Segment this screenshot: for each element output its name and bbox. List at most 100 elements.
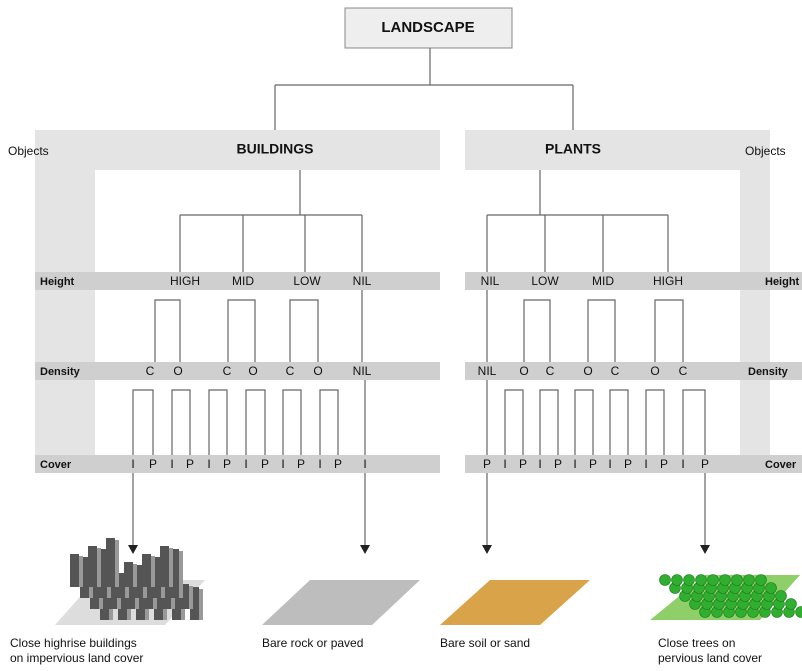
tree <box>731 574 743 586</box>
row-item: I <box>131 457 134 471</box>
building <box>142 554 151 587</box>
building <box>124 562 133 587</box>
row-item: I <box>170 457 173 471</box>
building <box>134 565 143 598</box>
building <box>118 587 127 620</box>
row-item: O <box>583 364 592 378</box>
objects-label: Objects <box>8 144 49 158</box>
caption: on impervious land cover <box>10 651 143 665</box>
row-item: I <box>207 457 210 471</box>
row-item: P <box>660 457 668 471</box>
row-item: P <box>589 457 597 471</box>
tree <box>659 574 671 586</box>
building <box>126 576 135 609</box>
row-item: P <box>261 457 269 471</box>
building-side <box>189 586 193 609</box>
tree <box>707 574 719 586</box>
row-marks: HIGH MID LOW NIL NIL LOW MID HIGH C O C O C O NIL NIL O C… <box>131 274 709 471</box>
row-item: I <box>281 457 284 471</box>
building-side <box>133 564 137 587</box>
row-item: NIL <box>353 274 372 288</box>
row-item: MID <box>592 274 614 288</box>
row-item: LOW <box>531 274 559 288</box>
row-item: I <box>608 457 611 471</box>
row-label: Density <box>748 366 789 378</box>
building <box>152 557 161 598</box>
header: BUILDINGS <box>237 141 314 157</box>
row-item: I <box>573 457 576 471</box>
row-item: C <box>611 364 620 378</box>
row-label: Cover <box>40 459 72 471</box>
connector <box>274 48 574 130</box>
row-item: I <box>681 457 684 471</box>
row-item: NIL <box>481 274 500 288</box>
soil-illustration <box>440 580 590 625</box>
row-item: C <box>546 364 555 378</box>
row-item: O <box>173 364 182 378</box>
caption: Close highrise buildings <box>10 636 137 650</box>
building <box>88 546 97 587</box>
building <box>160 546 169 587</box>
row-item: O <box>519 364 528 378</box>
row-item: HIGH <box>170 274 200 288</box>
row-item: C <box>679 364 688 378</box>
tree <box>755 574 767 586</box>
trees-illustration <box>659 574 802 618</box>
tree <box>695 574 707 586</box>
objects-label: Objects <box>745 144 786 158</box>
row-label: Density <box>40 366 81 378</box>
row-item: P <box>519 457 527 471</box>
caption: Bare soil or sand <box>440 636 530 650</box>
connector <box>132 290 706 455</box>
tree <box>765 582 777 594</box>
tree <box>683 574 695 586</box>
row-label: Height <box>765 276 800 288</box>
row-item: P <box>554 457 562 471</box>
building <box>144 568 153 609</box>
row-item: P <box>223 457 231 471</box>
row-item: P <box>624 457 632 471</box>
building-side <box>179 551 183 598</box>
row-item: O <box>650 364 659 378</box>
building-side <box>97 548 101 587</box>
title-box <box>344 7 513 49</box>
row-item: MID <box>232 274 254 288</box>
tree <box>775 590 787 602</box>
building <box>190 587 199 620</box>
arrowheads <box>128 545 710 554</box>
row-item: P <box>186 457 194 471</box>
building <box>106 538 115 587</box>
row-item: LOW <box>293 274 321 288</box>
building <box>172 595 181 620</box>
building-side <box>151 556 155 587</box>
building <box>98 549 107 598</box>
building-side <box>169 548 173 587</box>
building <box>100 595 109 620</box>
row-item: I <box>363 457 366 471</box>
tree <box>719 574 731 586</box>
building-side <box>79 556 83 587</box>
title: LANDSCAPE <box>381 19 474 36</box>
row-item: O <box>313 364 322 378</box>
building <box>108 584 117 609</box>
caption: pervious land cover <box>658 651 762 665</box>
row-item: O <box>248 364 257 378</box>
tree <box>795 606 802 618</box>
row-item: P <box>334 457 342 471</box>
row-item: C <box>286 364 295 378</box>
row-item: I <box>318 457 321 471</box>
rock-illustration <box>262 580 420 625</box>
row-bands <box>35 272 802 473</box>
row-item: I <box>244 457 247 471</box>
building <box>136 579 145 620</box>
building <box>70 554 79 587</box>
buildings-illustration <box>70 538 203 620</box>
row-item: I <box>538 457 541 471</box>
row-item: I <box>644 457 647 471</box>
row-item: C <box>223 364 232 378</box>
tree <box>785 598 797 610</box>
row-item: P <box>149 457 157 471</box>
row-item: P <box>297 457 305 471</box>
